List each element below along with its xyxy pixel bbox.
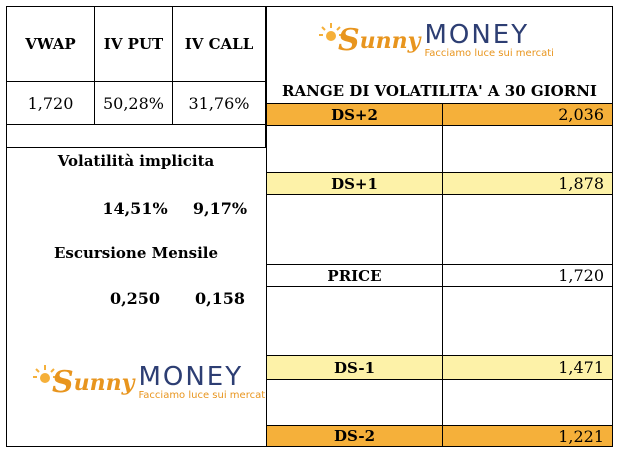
range-gap-1a <box>266 125 443 173</box>
sun-icon <box>33 364 57 383</box>
range-label-ds-minus-2: DS-2 <box>266 425 443 447</box>
left-spacer-row <box>6 124 266 148</box>
logo-word: MONEY <box>424 20 530 50</box>
vol-implicita-title: Volatilità implicita <box>57 152 215 170</box>
range-gap-3b <box>442 286 613 356</box>
header-iv-call: IV CALL <box>172 6 266 82</box>
range-gap-3a <box>266 286 443 356</box>
range-value-ds-plus-2: 2,036 <box>442 103 613 126</box>
left-panel <box>6 147 266 447</box>
logo-script-lead: S <box>338 23 360 58</box>
range-gap-2a <box>266 194 443 265</box>
sun-icon <box>319 22 343 41</box>
escursione-title: Escursione Mensile <box>53 244 219 262</box>
range-label-ds-plus-2: DS+2 <box>266 103 443 126</box>
sunny-money-logo-bottom: S unny MONEY Facciamo luce sui mercati <box>32 364 268 401</box>
value-iv-call: 31,76% <box>172 81 266 125</box>
logo-script: unny <box>73 369 135 396</box>
range-value-ds-minus-2: 1,221 <box>442 425 613 447</box>
range-label-price: PRICE <box>266 264 443 287</box>
value-vwap: 1,720 <box>6 81 95 125</box>
range-gap-4a <box>266 379 443 426</box>
escursione-put: 0,250 <box>109 288 161 308</box>
logo-tagline: Facciamo luce sui mercati <box>424 48 554 59</box>
range-gap-4b <box>442 379 613 426</box>
range-gap-1b <box>442 125 613 173</box>
range-title: RANGE DI VOLATILITA' A 30 GIORNI <box>282 82 597 100</box>
logo-tagline: Facciamo luce sui mercati <box>138 390 268 401</box>
header-vwap: VWAP <box>6 6 95 82</box>
range-value-ds-minus-1: 1,471 <box>442 355 613 380</box>
escursione-call: 0,158 <box>194 288 246 308</box>
range-value-price: 1,720 <box>442 264 613 287</box>
logo-word: MONEY <box>138 362 244 392</box>
range-label-ds-plus-1: DS+1 <box>266 172 443 195</box>
range-value-ds-plus-1: 1,878 <box>442 172 613 195</box>
logo-script-lead: S <box>52 365 74 400</box>
vol-implicita-call: 9,17% <box>192 198 248 218</box>
range-gap-2b <box>442 194 613 265</box>
logo-script: unny <box>359 27 421 54</box>
header-iv-put: IV PUT <box>94 6 173 82</box>
sunny-money-logo-top: S unny MONEY Facciamo luce sui mercati <box>318 22 554 59</box>
range-label-ds-minus-1: DS-1 <box>266 355 443 380</box>
vol-implicita-put: 14,51% <box>102 198 168 218</box>
value-iv-put: 50,28% <box>94 81 173 125</box>
